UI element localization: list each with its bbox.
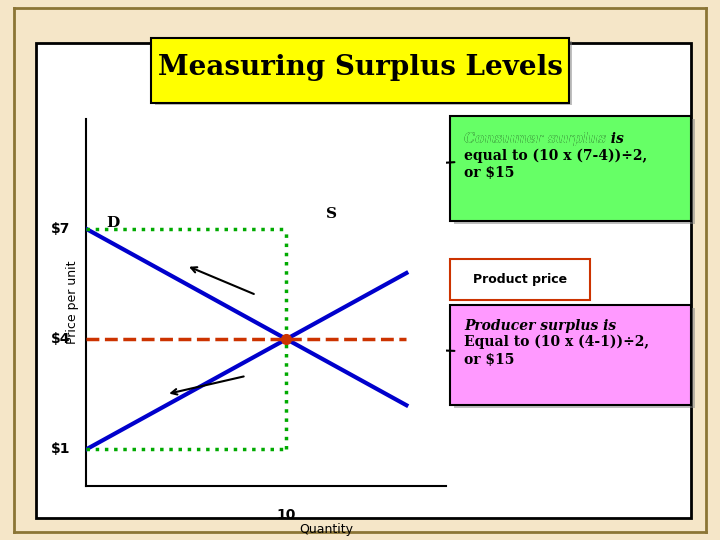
FancyBboxPatch shape — [151, 38, 569, 103]
Text: Measuring Surplus Levels: Measuring Surplus Levels — [158, 54, 562, 81]
FancyBboxPatch shape — [454, 119, 695, 224]
Text: Producer surplus is: Producer surplus is — [464, 319, 616, 333]
Text: D: D — [107, 216, 120, 230]
Text: $1: $1 — [51, 442, 71, 456]
Text: or $15: or $15 — [464, 166, 515, 180]
Text: Consumer surplus: Consumer surplus — [464, 132, 606, 146]
Text: 10: 10 — [276, 508, 296, 522]
Text: Equal to (10 x (4-1))÷2,: Equal to (10 x (4-1))÷2, — [464, 335, 649, 349]
FancyBboxPatch shape — [36, 43, 691, 518]
FancyBboxPatch shape — [450, 116, 691, 221]
Text: $7: $7 — [51, 222, 71, 236]
Text: S: S — [326, 207, 338, 221]
Text: Product price: Product price — [473, 273, 567, 286]
Text: equal to (10 x (7-4))÷2,: equal to (10 x (7-4))÷2, — [464, 148, 648, 163]
FancyBboxPatch shape — [155, 40, 572, 105]
Text: Consumer surplus is: Consumer surplus is — [464, 132, 624, 146]
FancyBboxPatch shape — [450, 305, 691, 405]
Text: or $15: or $15 — [464, 353, 515, 367]
FancyBboxPatch shape — [454, 308, 695, 408]
Text: $4: $4 — [51, 332, 71, 346]
FancyBboxPatch shape — [450, 259, 590, 300]
Y-axis label: Price per unit: Price per unit — [66, 261, 79, 344]
Text: Quantity: Quantity — [300, 523, 354, 536]
